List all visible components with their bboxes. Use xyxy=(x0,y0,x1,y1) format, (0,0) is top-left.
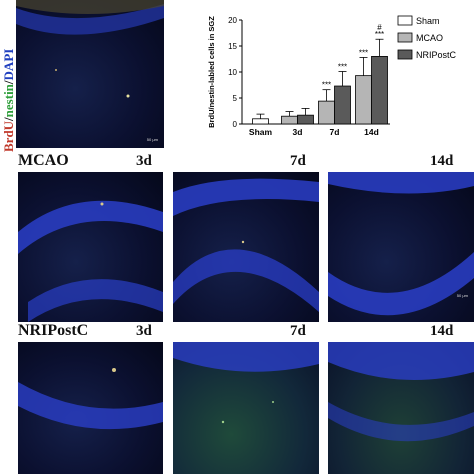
scale-bar-label: 50 μm xyxy=(146,137,158,142)
side-label-part: nestin xyxy=(2,83,16,117)
micrograph-nripostc-14d xyxy=(328,342,474,474)
row-label-mcao: MCAO xyxy=(18,152,69,169)
mcao-14d-dentate-gyrus xyxy=(328,172,474,316)
scale-bar-label: 50 μm xyxy=(456,293,468,298)
day-label-nripostc-14d: 14d xyxy=(430,323,454,339)
y-tick-label: 10 xyxy=(228,68,237,77)
significance-label: *** xyxy=(359,48,368,57)
side-label-part: / xyxy=(2,80,16,85)
sham-dentate-gyrus xyxy=(16,0,164,98)
y-tick-label: 20 xyxy=(228,16,237,25)
day-label-nripostc-3d: 3d xyxy=(136,323,152,339)
significance-label: *** xyxy=(375,30,384,39)
micrograph-nripostc-3d xyxy=(18,342,163,474)
nripostc-14d-dentate-gyrus xyxy=(328,342,474,442)
legend-swatch xyxy=(397,49,413,60)
legend-label: Sham xyxy=(416,16,440,26)
nripostc-7d-dentate-gyrus xyxy=(173,342,319,424)
x-tick-label: 7d xyxy=(330,127,340,137)
day-label-mcao-7d: 7d xyxy=(290,153,306,169)
nripostc-3d-dentate-gyrus xyxy=(18,368,163,430)
side-label-part: DAPI xyxy=(2,49,16,81)
y-tick-label: 15 xyxy=(228,42,237,51)
svg-text:BrdU/nestin/DAPI: BrdU/nestin/DAPI xyxy=(2,49,16,152)
y-tick-label: 5 xyxy=(233,94,238,103)
day-label-nripostc-7d: 7d xyxy=(290,323,306,339)
side-label-part: BrdU xyxy=(2,120,16,152)
day-label-mcao-3d: 3d xyxy=(136,153,152,169)
legend-swatch xyxy=(397,32,413,43)
bar xyxy=(281,115,298,125)
significance-label: *** xyxy=(322,81,331,90)
bar xyxy=(252,118,269,125)
legend-label: MCAO xyxy=(416,33,443,43)
mcao-7d-dentate-gyrus xyxy=(173,178,319,312)
significance-label: *** xyxy=(338,62,347,71)
bar xyxy=(355,75,372,125)
micrograph-mcao-14d: 50 μm xyxy=(328,172,474,322)
legend-label: NRIPostC xyxy=(416,50,457,60)
legend-swatch xyxy=(397,15,413,26)
side-label-part: / xyxy=(2,117,16,122)
micrograph-mcao-7d xyxy=(173,172,319,322)
y-tick-label: 0 xyxy=(233,120,238,129)
row-label-nripostc: NRIPostC xyxy=(18,322,89,339)
micrograph-nripostc-7d xyxy=(173,342,319,474)
y-axis-label: BrdU/nestin-labled cells in SGZ xyxy=(207,16,216,128)
side-label: BrdU/nestin/DAPI xyxy=(2,49,16,152)
mcao-3d-dentate-gyrus xyxy=(18,200,163,322)
day-label-mcao-14d: 14d xyxy=(430,153,454,169)
micrograph-sham: 50 μm xyxy=(16,0,164,148)
x-tick-label: 14d xyxy=(364,127,379,137)
bar-chart: 0 5 10 15 20 BrdU/nestin-labled cells in SGZ S… xyxy=(207,15,457,137)
x-tick-label: Sham xyxy=(249,127,273,137)
bar xyxy=(371,56,388,125)
x-tick-label: 3d xyxy=(293,127,303,137)
bar xyxy=(318,100,335,125)
micrograph-mcao-3d xyxy=(18,172,163,322)
bar xyxy=(334,85,351,125)
bar xyxy=(297,114,314,125)
significance-label: # xyxy=(377,23,382,32)
